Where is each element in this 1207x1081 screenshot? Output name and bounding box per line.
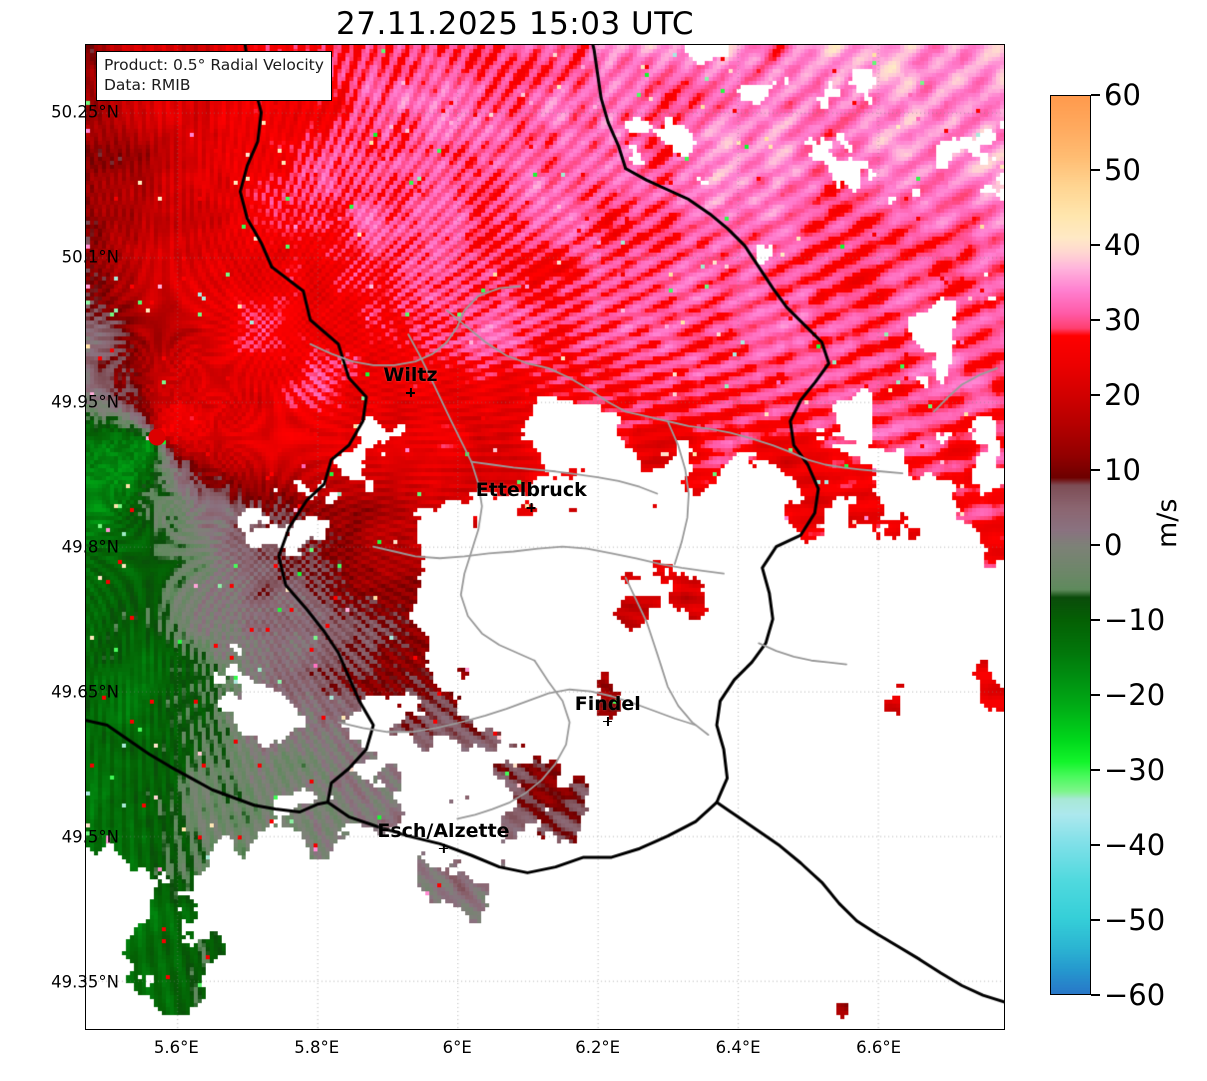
- colorbar-unit-label: m/s: [1152, 498, 1183, 548]
- colorbar-tick-mark: [1091, 994, 1100, 996]
- longitude-tick-label: 6.4°E: [715, 1038, 761, 1057]
- product-label: Product: 0.5° Radial Velocity: [104, 56, 324, 74]
- colorbar-tick-mark: [1091, 844, 1100, 846]
- colorbar-tick-label: −20: [1104, 678, 1166, 712]
- latitude-tick-label: 49.95°N: [51, 392, 119, 412]
- colorbar-tick-label: 10: [1104, 453, 1141, 487]
- radar-velocity-field: [86, 45, 1004, 1029]
- latitude-tick-label: 49.5°N: [61, 827, 119, 847]
- colorbar-tick-label: 20: [1104, 378, 1141, 412]
- colorbar-tick-label: 40: [1104, 228, 1141, 262]
- latitude-tick-label: 50.25°N: [51, 102, 119, 122]
- colorbar-gradient: [1050, 95, 1091, 995]
- page-title: 27.11.2025 15:03 UTC: [336, 6, 694, 42]
- colorbar-tick-mark: [1091, 469, 1100, 471]
- colorbar-tick-label: 60: [1104, 78, 1141, 112]
- colorbar-tick-label: −30: [1104, 753, 1166, 787]
- colorbar-tick-mark: [1091, 169, 1100, 171]
- colorbar-tick-label: 50: [1104, 153, 1141, 187]
- colorbar[interactable]: [1050, 95, 1091, 995]
- longitude-tick-label: 5.8°E: [294, 1038, 340, 1057]
- colorbar-tick-label: −60: [1104, 978, 1166, 1012]
- colorbar-tick-mark: [1091, 319, 1100, 321]
- data-source-label: Data: RMIB: [104, 76, 191, 95]
- colorbar-tick-mark: [1091, 394, 1100, 396]
- colorbar-tick-mark: [1091, 619, 1100, 621]
- colorbar-tick-mark: [1091, 769, 1100, 771]
- longitude-tick-label: 6.2°E: [575, 1038, 621, 1057]
- latitude-tick-label: 49.65°N: [51, 682, 119, 702]
- radar-site-marker[interactable]: [148, 428, 166, 446]
- colorbar-tick-mark: [1091, 244, 1100, 246]
- longitude-tick-label: 6.6°E: [856, 1038, 902, 1057]
- colorbar-tick-label: −50: [1104, 903, 1166, 937]
- product-info-box: Product: 0.5° Radial Velocity Data: RMIB: [96, 51, 332, 101]
- radar-plot-area[interactable]: Product: 0.5° Radial Velocity Data: RMIB…: [85, 44, 1005, 1030]
- latitude-tick-label: 50.1°N: [61, 247, 119, 267]
- colorbar-tick-label: 0: [1104, 528, 1123, 562]
- latitude-tick-label: 49.8°N: [61, 537, 119, 557]
- latitude-tick-label: 49.35°N: [51, 972, 119, 992]
- colorbar-tick-mark: [1091, 694, 1100, 696]
- longitude-tick-label: 5.6°E: [153, 1038, 199, 1057]
- colorbar-tick-label: 30: [1104, 303, 1141, 337]
- colorbar-tick-mark: [1091, 544, 1100, 546]
- colorbar-tick-mark: [1091, 94, 1100, 96]
- colorbar-tick-label: −40: [1104, 828, 1166, 862]
- longitude-tick-label: 6°E: [442, 1038, 472, 1057]
- colorbar-tick-mark: [1091, 919, 1100, 921]
- colorbar-tick-label: −10: [1104, 603, 1166, 637]
